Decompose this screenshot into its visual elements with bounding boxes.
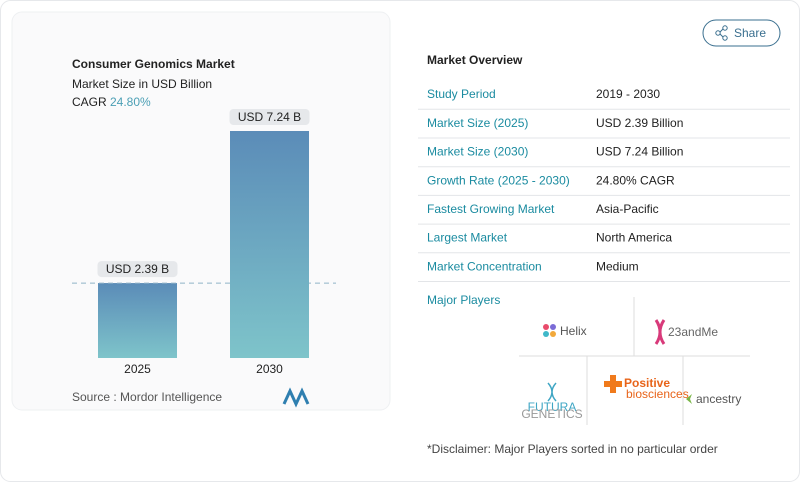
row-value: North America <box>596 231 672 245</box>
bar <box>230 131 309 358</box>
futura-icon <box>547 382 557 402</box>
player-logo: GENETICS <box>521 407 582 421</box>
share-button[interactable] <box>702 19 781 47</box>
chart-subtitle: Market Size in USD Billion <box>72 77 212 91</box>
player-logo: FUTURA <box>528 400 577 414</box>
brand-logo <box>282 387 310 408</box>
row-value: Asia-Pacific <box>596 202 659 216</box>
value-label-bg <box>97 261 178 278</box>
row-label: Market Size (2025) <box>427 116 528 130</box>
cagr-value: 24.80% <box>110 95 151 109</box>
disclaimer: *Disclaimer: Major Players sorted in no … <box>427 442 718 456</box>
row-value: 2019 - 2030 <box>596 87 660 101</box>
row-value: 24.80% CAGR <box>596 173 675 187</box>
helix-icon <box>543 324 556 337</box>
row-value: Medium <box>596 259 639 273</box>
23andme-icon <box>654 319 666 345</box>
row-label: Growth Rate (2025 - 2030) <box>427 173 570 187</box>
player-logo: biosciences <box>626 387 689 401</box>
row-label: Market Concentration <box>427 259 542 273</box>
overview-title: Market Overview <box>427 53 523 67</box>
row-value: USD 2.39 Billion <box>596 116 683 130</box>
player-logo: Helix <box>560 324 587 338</box>
positive-icon <box>604 375 622 393</box>
row-value: USD 7.24 Billion <box>596 145 683 159</box>
x-tick-label: 2030 <box>256 362 283 376</box>
bar <box>98 283 177 358</box>
chart-title: Consumer Genomics Market <box>72 57 235 71</box>
row-label: Market Size (2030) <box>427 145 528 159</box>
row-label: Largest Market <box>427 231 508 245</box>
value-label: USD 7.24 B <box>238 110 301 124</box>
ancestry-icon <box>686 394 692 404</box>
players-title: Major Players <box>427 293 500 307</box>
value-label-bg <box>229 109 310 125</box>
player-logo: Positive <box>624 376 670 390</box>
cagr-label: CAGR <box>72 95 107 109</box>
value-label: USD 2.39 B <box>106 262 169 276</box>
share-icon <box>715 25 728 41</box>
chart-card <box>11 11 391 411</box>
player-logo: 23andMe <box>668 325 718 339</box>
row-label: Fastest Growing Market <box>427 202 555 216</box>
player-logo: ancestry <box>696 392 741 406</box>
source: Source : Mordor Intelligence <box>72 390 222 404</box>
row-label: Study Period <box>427 87 496 101</box>
x-tick-label: 2025 <box>124 362 151 376</box>
share-label[interactable]: Share <box>734 26 766 40</box>
players-grid <box>519 297 750 425</box>
